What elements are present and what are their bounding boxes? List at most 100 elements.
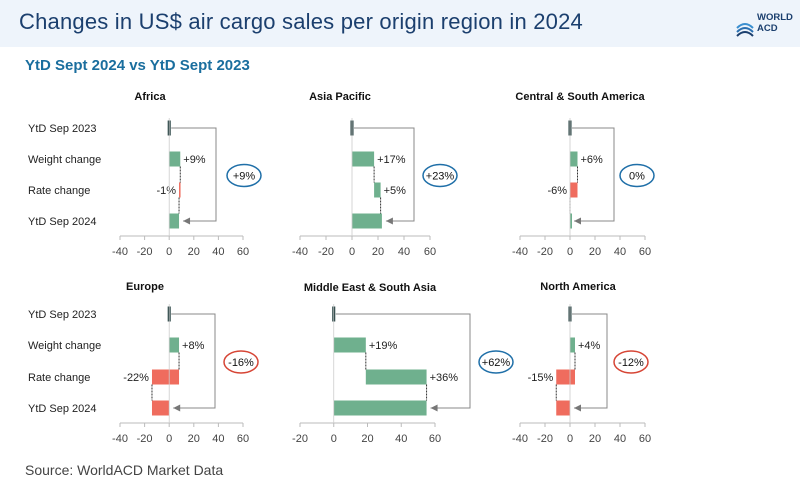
x-tick-label: 20: [188, 246, 200, 258]
row-label: Weight change: [28, 154, 101, 166]
weight-change-label: +8%: [182, 340, 205, 352]
total-bracket: [354, 127, 415, 222]
weight-change-label: +19%: [369, 340, 398, 352]
x-tick-label: 0: [567, 433, 573, 445]
x-tick-label: 60: [237, 246, 249, 258]
x-tick-label: -20: [318, 246, 334, 258]
weight-change-bar: [333, 337, 366, 353]
ytd-2024-bar: [570, 213, 572, 229]
total-ellipse: [422, 163, 458, 188]
total-change-label: +23%: [426, 171, 455, 183]
x-tick-label: 40: [398, 246, 410, 258]
panel-title: Middle East & South Asia: [304, 282, 437, 294]
weight-change-bar: [352, 151, 375, 167]
rate-change-label: -22%: [123, 372, 149, 384]
weight-change-bar: [169, 337, 180, 353]
bracket-arrow: [574, 217, 581, 225]
weight-change-label: +4%: [578, 340, 601, 352]
x-tick-label: -40: [112, 433, 128, 445]
logo-line1: WORLD: [757, 12, 793, 23]
x-tick-label: 60: [639, 433, 651, 445]
total-ellipse: [478, 350, 514, 374]
x-tick-label: -40: [512, 246, 528, 258]
bracket-arrow: [183, 217, 191, 225]
rate-change-bar: [374, 182, 381, 198]
source-note: Source: WorldACD Market Data: [25, 462, 224, 478]
ytd-2024-bar: [333, 400, 427, 416]
total-change-label: +9%: [233, 171, 256, 183]
total-bracket: [572, 127, 615, 222]
total-bracket: [171, 313, 216, 409]
row-label: Weight change: [28, 340, 101, 352]
panel-title: North America: [540, 281, 616, 293]
x-tick-label: 40: [614, 246, 626, 258]
chart-subtitle: YtD Sept 2024 vs YtD Sept 2023: [25, 57, 250, 74]
x-tick-label: 40: [614, 433, 626, 445]
bracket-arrow: [173, 404, 181, 412]
ytd-2024-bar: [556, 400, 570, 416]
row-label: Rate change: [28, 372, 90, 384]
x-tick-label: -20: [537, 246, 553, 258]
x-tick-label: 20: [188, 433, 200, 445]
panel-title: Asia Pacific: [309, 91, 371, 103]
total-ellipse: [226, 163, 262, 188]
x-tick-label: -40: [292, 246, 308, 258]
total-bracket: [572, 313, 608, 409]
bracket-arrow: [385, 217, 393, 225]
total-ellipse: [223, 350, 259, 374]
row-label: YtD Sep 2024: [28, 216, 97, 228]
x-tick-label: -20: [292, 433, 308, 445]
ytd-2024-bar: [169, 213, 180, 229]
x-tick-label: 60: [424, 246, 436, 258]
logo-line2: ACD: [757, 23, 778, 34]
panel-title: Africa: [134, 91, 166, 103]
weight-change-bar: [169, 151, 181, 167]
bracket-arrow: [574, 404, 581, 412]
page-title: Changes in US$ air cargo sales per origi…: [19, 9, 583, 34]
row-label: Rate change: [28, 185, 90, 197]
x-tick-label: 40: [212, 246, 224, 258]
x-tick-label: 0: [349, 246, 355, 258]
x-tick-label: 60: [639, 246, 651, 258]
x-tick-label: 60: [429, 433, 441, 445]
row-label: YtD Sep 2023: [28, 123, 97, 135]
x-tick-label: 20: [372, 246, 384, 258]
weight-change-label: +9%: [183, 154, 206, 166]
rate-change-bar: [151, 369, 180, 385]
ytd-2024-bar: [151, 400, 170, 416]
total-ellipse: [619, 163, 655, 188]
x-tick-label: -20: [137, 433, 153, 445]
x-tick-label: -40: [512, 433, 528, 445]
x-tick-label: -20: [537, 433, 553, 445]
total-bracket: [335, 313, 471, 409]
rate-change-bar: [570, 182, 578, 198]
header-band: [0, 0, 800, 47]
rate-change-bar: [179, 182, 181, 198]
x-tick-label: -20: [137, 246, 153, 258]
total-change-label: 0%: [629, 171, 645, 183]
total-bracket: [171, 127, 217, 222]
ytd-2024-bar: [352, 213, 382, 229]
row-label: YtD Sep 2024: [28, 403, 97, 415]
logo-text: WORLD ACD: [757, 12, 793, 34]
weight-change-label: +6%: [581, 154, 604, 166]
rate-change-label: -15%: [528, 372, 554, 384]
x-tick-label: -40: [112, 246, 128, 258]
weight-change-label: +17%: [377, 154, 406, 166]
rate-change-bar: [556, 369, 575, 385]
x-tick-label: 0: [166, 433, 172, 445]
total-change-label: -12%: [618, 357, 644, 369]
weight-change-bar: [570, 151, 578, 167]
x-tick-label: 0: [331, 433, 337, 445]
x-tick-label: 0: [567, 246, 573, 258]
x-tick-label: 40: [395, 433, 407, 445]
row-label: YtD Sep 2023: [28, 309, 97, 321]
x-tick-label: 60: [237, 433, 249, 445]
x-tick-label: 20: [589, 433, 601, 445]
bracket-arrow: [430, 404, 438, 412]
panel-title: Europe: [126, 281, 164, 293]
weight-change-bar: [570, 337, 575, 353]
rate-change-bar: [365, 369, 427, 385]
x-tick-label: 20: [589, 246, 601, 258]
